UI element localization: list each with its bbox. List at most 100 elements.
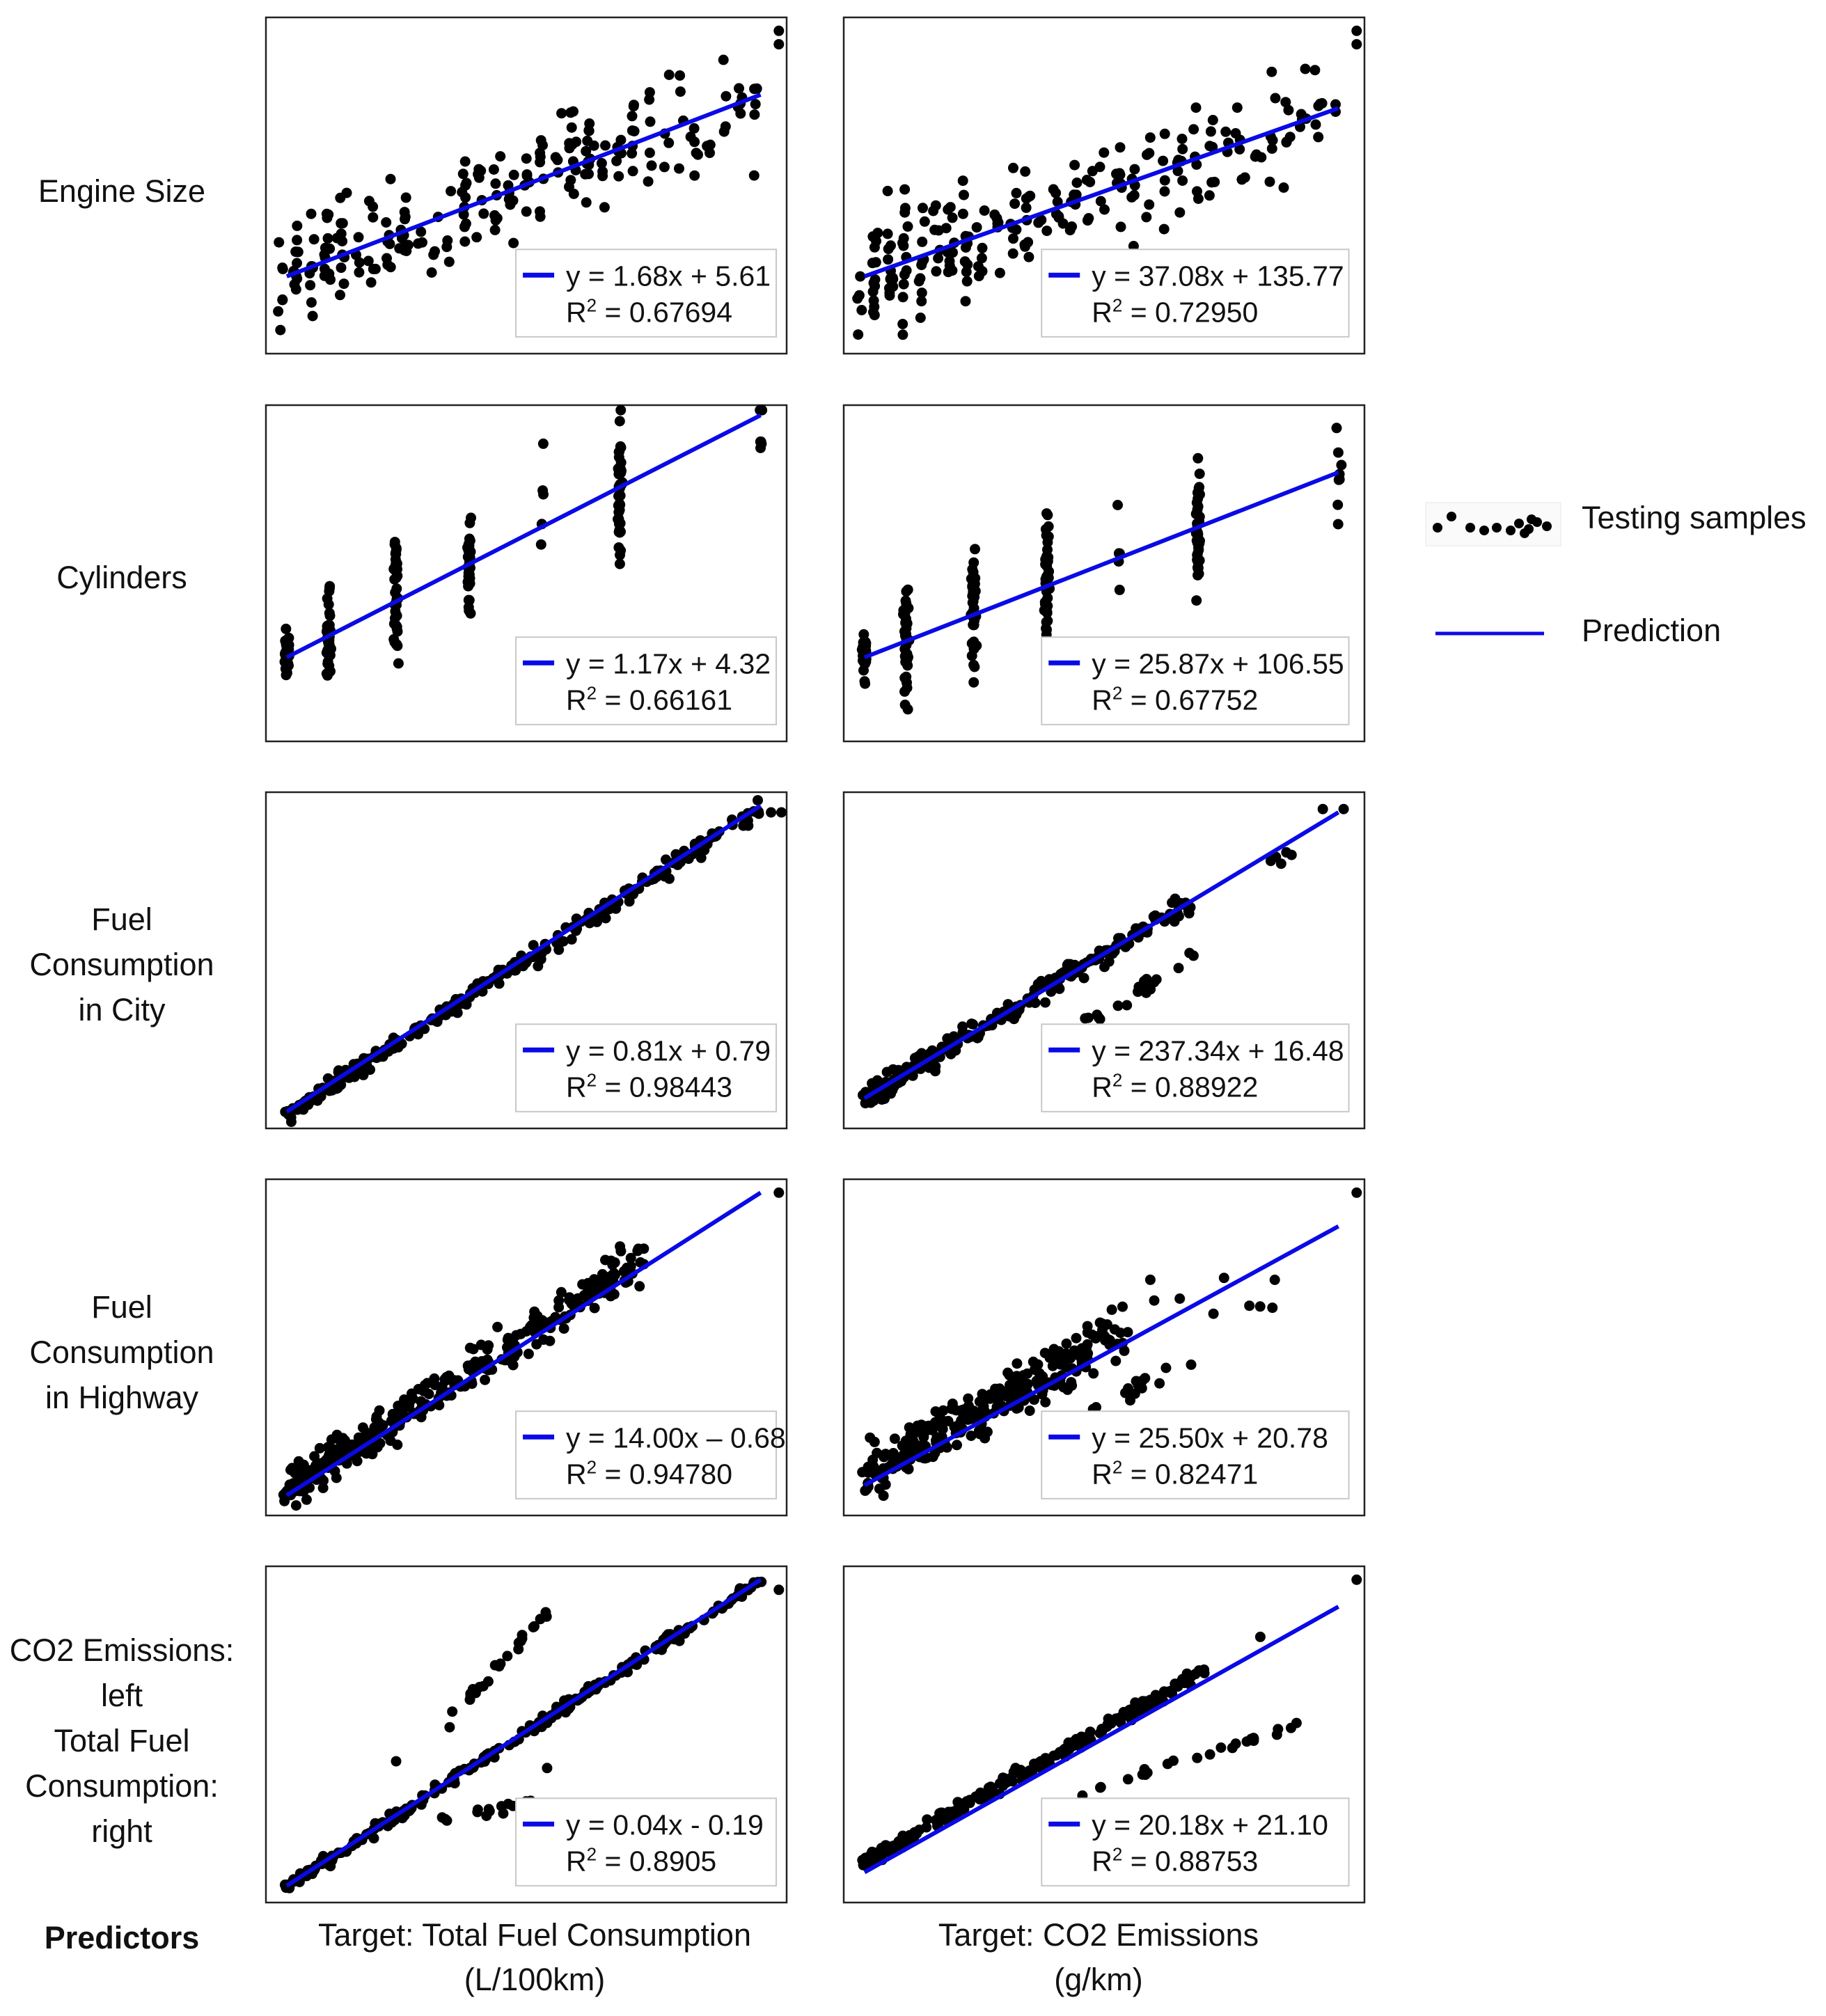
data-point (385, 173, 396, 184)
data-point (392, 1439, 403, 1450)
data-point (542, 1763, 553, 1774)
data-point (321, 647, 332, 659)
data-point (899, 184, 911, 195)
data-point (505, 199, 516, 210)
data-point (940, 223, 952, 234)
data-point (868, 1462, 879, 1473)
data-point (960, 242, 971, 253)
data-point (293, 1456, 304, 1467)
data-point (1036, 214, 1047, 226)
data-point (1192, 1752, 1203, 1763)
legend-box (515, 249, 778, 338)
data-point (322, 233, 333, 244)
data-point (566, 934, 577, 945)
data-point (443, 256, 455, 267)
data-point (1173, 911, 1184, 922)
data-point (897, 237, 908, 249)
data-point (922, 1814, 933, 1825)
data-point (417, 237, 427, 248)
data-point (901, 613, 911, 624)
data-point (583, 168, 594, 180)
data-point (1041, 226, 1053, 237)
data-point (1129, 164, 1140, 175)
data-point (1052, 196, 1063, 207)
data-point (1191, 535, 1202, 546)
legend-box (1041, 1023, 1350, 1112)
data-point (627, 111, 638, 122)
data-point (1119, 1345, 1130, 1356)
data-point (916, 296, 927, 307)
data-point (1088, 1368, 1099, 1379)
data-point (1154, 1378, 1165, 1389)
data-point (952, 1806, 963, 1818)
data-point (645, 116, 656, 127)
data-point (1009, 1014, 1020, 1025)
data-point (685, 132, 696, 142)
data-point (282, 661, 293, 672)
data-point (1300, 63, 1311, 74)
data-point (1099, 204, 1110, 215)
data-point (375, 1438, 386, 1449)
data-point (354, 267, 365, 278)
data-point (902, 651, 913, 662)
data-point (1092, 1009, 1103, 1021)
legend-prediction-label: Prediction (1582, 613, 1722, 648)
data-point (868, 295, 879, 306)
legend-box (515, 1797, 778, 1887)
data-point (529, 1308, 540, 1319)
data-point (861, 1484, 872, 1495)
data-point (961, 1796, 973, 1807)
legend-sample-dot (1514, 519, 1524, 528)
data-point (629, 100, 639, 111)
data-point (615, 404, 627, 416)
data-point (363, 255, 374, 267)
data-point (966, 1431, 977, 1441)
data-point (918, 1431, 929, 1442)
data-point (588, 140, 599, 151)
data-point (613, 514, 623, 525)
data-point (1126, 191, 1138, 203)
data-point (478, 1680, 489, 1692)
data-point (422, 1378, 433, 1389)
data-point (613, 526, 624, 537)
data-point (597, 1281, 608, 1292)
data-point (459, 156, 471, 167)
data-point (1040, 1396, 1051, 1408)
data-point (902, 660, 913, 671)
data-point (916, 288, 927, 299)
legend-sample-dot (1479, 526, 1489, 535)
r2-label: R2 = 0.67752 (1092, 682, 1258, 716)
data-point (275, 324, 286, 336)
data-point (973, 261, 984, 272)
data-point (494, 978, 505, 989)
data-point (1048, 1344, 1060, 1355)
data-point (1191, 595, 1202, 606)
data-point (306, 297, 317, 308)
data-point (1266, 143, 1277, 154)
data-point (1207, 115, 1218, 125)
r2-label: R2 = 0.66161 (566, 682, 732, 716)
fit-line (863, 810, 1340, 1101)
data-point (1090, 1333, 1101, 1344)
data-point (1128, 241, 1139, 251)
legend-box (515, 636, 778, 725)
data-point (1083, 213, 1094, 223)
data-point (1041, 617, 1052, 628)
data-point (305, 280, 316, 291)
data-point (568, 106, 579, 117)
data-point (755, 404, 766, 416)
data-point (583, 125, 595, 136)
data-point (766, 807, 777, 818)
data-point (753, 795, 763, 806)
data-point (400, 214, 410, 225)
data-point (319, 263, 330, 274)
data-point (718, 54, 729, 65)
r2-label: R2 = 0.88753 (1092, 1843, 1258, 1877)
legend-sample-dot (1465, 523, 1475, 533)
data-point (989, 209, 1000, 220)
data-point (615, 490, 626, 501)
data-point (537, 438, 549, 449)
data-point (392, 626, 403, 637)
